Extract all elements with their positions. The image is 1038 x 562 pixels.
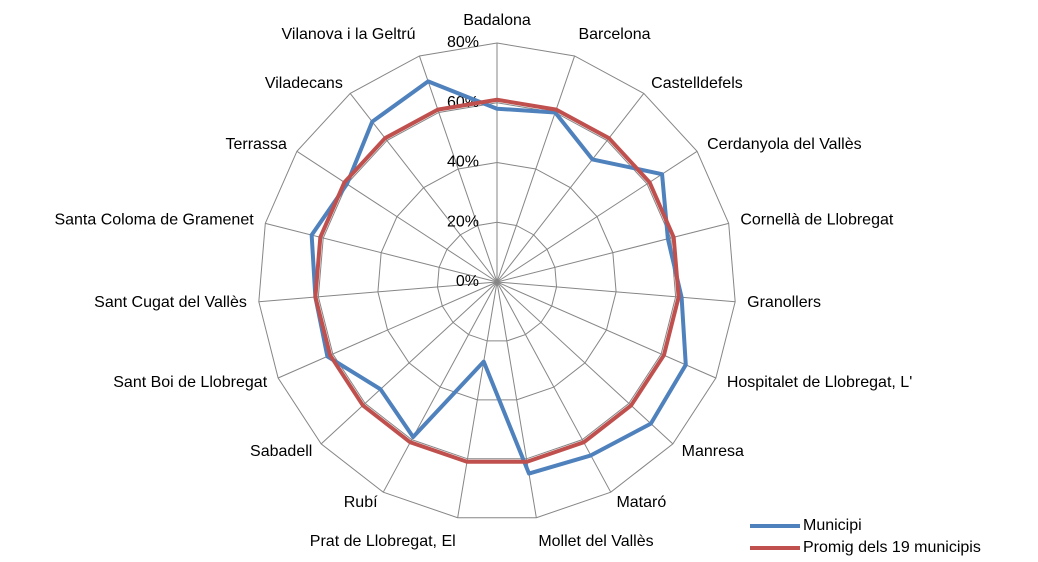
grid-ring: [258, 42, 736, 519]
category-label: Badalona: [463, 12, 531, 29]
category-label: Barcelona: [578, 26, 650, 43]
grid-ring: [377, 161, 617, 401]
spoke: [320, 281, 498, 445]
category-label: Sant Cugat del Vallès: [94, 294, 247, 311]
r-tick-label: 20%: [447, 213, 479, 230]
spoke: [382, 281, 498, 493]
spoke: [277, 281, 498, 379]
legend-label: Promig dels 19 municipis: [803, 539, 981, 556]
spoke: [496, 55, 576, 283]
r-tick-label: 0%: [456, 273, 479, 290]
category-label: Rubí: [344, 494, 378, 511]
spoke: [349, 93, 498, 283]
spoke: [496, 281, 674, 445]
legend-label: Municipi: [803, 517, 862, 534]
spoke: [296, 150, 498, 283]
category-label: Mollet del Vallès: [538, 533, 653, 550]
spoke: [418, 55, 498, 283]
category-label: Hospitalet de Llobregat, L': [727, 374, 912, 391]
r-tick-label: 80%: [447, 34, 479, 51]
category-label: Mataró: [616, 494, 666, 511]
grid-ring: [436, 221, 558, 342]
spoke: [496, 93, 645, 283]
category-label: Prat de Llobregat, El: [310, 533, 456, 550]
category-label: Manresa: [682, 443, 744, 460]
category-label: Sabadell: [250, 443, 312, 460]
spoke: [496, 281, 717, 379]
category-label: Castelldefels: [651, 75, 743, 92]
spoke: [496, 281, 537, 518]
category-label: Cornellà de Llobregat: [740, 212, 894, 229]
category-label: Viladecans: [265, 75, 343, 92]
spoke: [496, 281, 736, 303]
category-label: Vilanova i la Geltrú: [282, 26, 416, 43]
category-label: Sant Boi de Llobregat: [113, 374, 267, 391]
spoke: [265, 222, 498, 283]
category-label: Terrassa: [226, 136, 287, 153]
spoke: [496, 222, 729, 283]
spoke: [457, 281, 498, 518]
spoke: [258, 281, 498, 303]
category-label: Granollers: [747, 294, 821, 311]
category-label: Santa Coloma de Gramenet: [54, 212, 254, 229]
series-line: [313, 97, 681, 464]
r-tick-label: 40%: [447, 154, 479, 171]
category-label: Cerdanyola del Vallès: [707, 136, 861, 153]
